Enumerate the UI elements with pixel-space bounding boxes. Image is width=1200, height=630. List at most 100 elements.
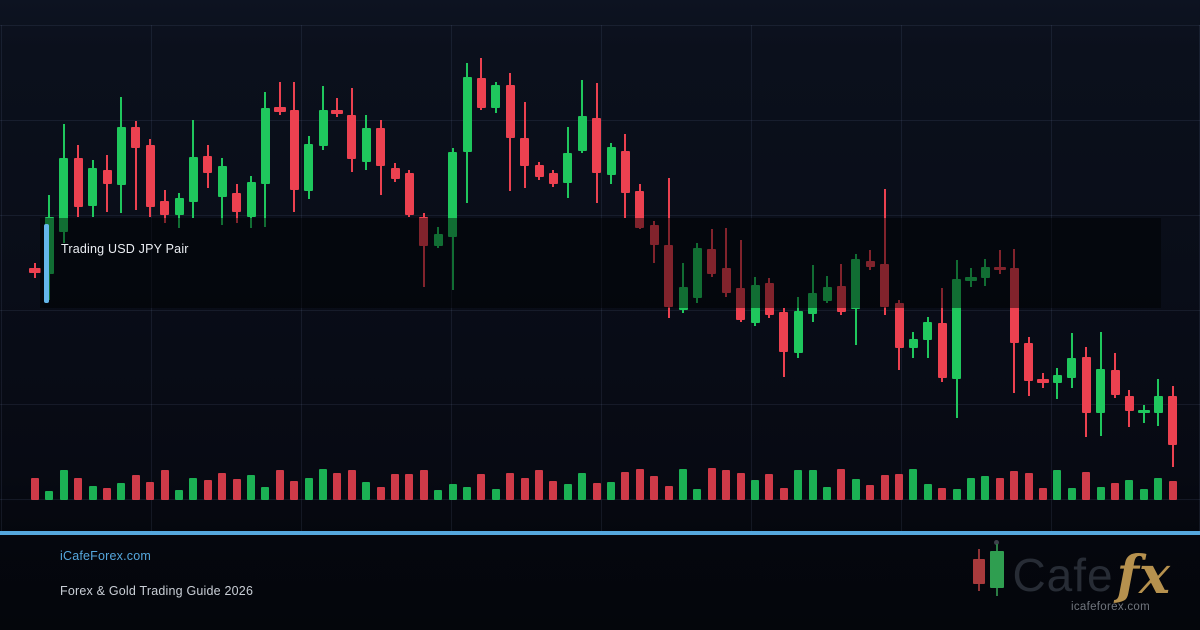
volume-bar [175,490,183,500]
candle-body [246,182,256,217]
volume-bar [304,478,313,500]
candle-body [404,173,414,215]
candle-body [102,170,112,184]
volume-bar [189,478,198,500]
candle-body [116,127,126,185]
candle-body [1168,396,1178,445]
candle-body [361,128,371,162]
volume-bar [909,469,918,500]
candle-body [606,147,616,175]
volume-bar [823,487,831,500]
volume-bar [45,491,54,500]
volume-bar [880,475,889,500]
site-link[interactable]: iCafeForex.com [60,549,152,563]
volume-bar [59,470,68,500]
volume-bar [1139,489,1148,500]
volume-bar [391,474,399,500]
candle-body [419,217,429,246]
candle-body [1110,370,1120,395]
candle-wick [336,98,339,117]
candle-body [664,245,674,307]
logo-wick-dot [994,540,1000,545]
candle-body [865,261,875,267]
candle-body [476,78,486,108]
candle-body [88,168,98,206]
candle-wick [134,121,137,210]
volume-bar [563,484,572,500]
candle-body [145,145,155,207]
gridline-vertical [751,25,752,531]
volume-bar [895,474,903,500]
logo-text-cafe: Cafe [1012,549,1114,602]
volume-bar [751,480,759,500]
candle-body [793,311,803,353]
volume-bar [808,470,817,500]
volume-bar [1053,470,1062,500]
candle-body [505,85,515,138]
volume-bar [1067,488,1076,500]
volume-bar [247,475,255,500]
volume-bar [261,487,270,500]
candle-body [635,191,645,228]
volume-bar [463,487,471,500]
candle-wick [883,189,886,315]
volume-bar [923,484,932,500]
candle-wick [1056,368,1059,399]
candle-body [808,293,818,314]
candle-body [1052,375,1062,383]
candle-body [937,323,947,378]
candle-body [217,166,227,197]
candle-body [491,85,501,108]
volume-bar [535,470,543,500]
candle-body [448,152,458,237]
candle-body [304,144,314,191]
candle-body [188,157,198,202]
candle-body [678,287,688,310]
volume-bar [607,482,615,500]
volume-bar [419,470,428,500]
candle-wick [998,250,1001,274]
volume-bar [722,470,731,500]
volume-bar [1125,480,1134,500]
footer-left: iCafeForex.com Forex & Gold Trading Guid… [60,549,253,598]
candle-body [1081,357,1091,413]
volume-bar [592,483,601,500]
volume-bar [160,470,169,500]
volume-bar [779,488,788,500]
logo-domain: icafeforex.com [1071,601,1150,613]
volume-bar [347,470,356,500]
candlestick-chart: Trading USD JPY Pair [0,25,1200,531]
candle-body [59,158,69,232]
volume-bar [131,475,140,500]
candle-wick [869,250,872,270]
volume-bar [995,478,1004,500]
candle-body [347,115,357,159]
candle-body [534,165,544,177]
candle-body [1153,396,1163,413]
volume-bar [938,488,947,500]
volume-bar [218,473,227,500]
candle-body [577,116,587,151]
volume-bar [765,474,774,500]
candle-body [1137,410,1150,413]
candle-body [548,173,558,184]
chart-label: Trading USD JPY Pair [61,242,189,256]
volume-bar [650,476,659,500]
volume-bar [1154,478,1163,500]
candle-body [592,118,602,173]
tagline: Forex & Gold Trading Guide 2026 [60,584,254,598]
candle-body [993,267,1006,270]
candle-wick [422,213,425,287]
candle-body [203,156,213,173]
candle-body [894,303,904,348]
highlight-bar [44,224,49,303]
candle-body [1037,379,1049,383]
candle-body [965,277,977,281]
candle-body [563,153,573,183]
volume-bar [1111,483,1119,500]
volume-bar [506,473,515,500]
volume-bar [290,481,299,500]
volume-bar [851,479,860,500]
candle-body [232,193,242,212]
